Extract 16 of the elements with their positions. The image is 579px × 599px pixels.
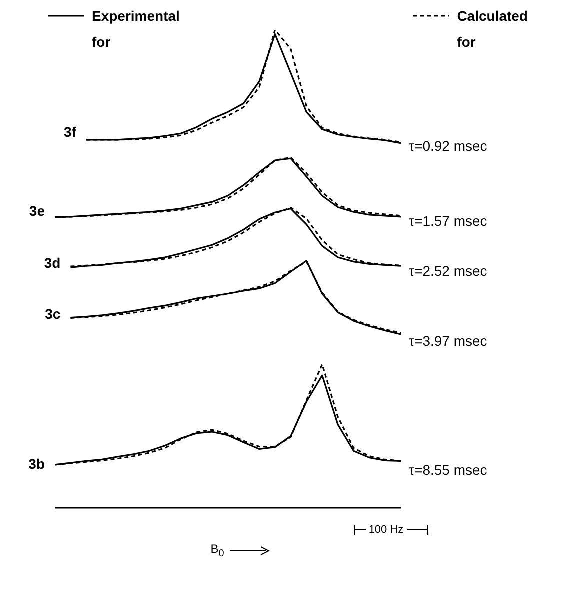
text: 3b <box>28 456 45 472</box>
x-axis-title: B$_{0}$ <box>210 542 224 560</box>
text: 100 Hz <box>368 524 405 536</box>
text: τ=8.55 msec <box>409 462 488 478</box>
text: τ=1.57 msec <box>409 212 488 229</box>
legend-label: Calculated <box>457 8 528 24</box>
text: τ=0.92 msec <box>409 138 488 154</box>
text: τ=3.97 msec <box>409 332 488 349</box>
annotation: 3d <box>43 254 61 271</box>
annotation: 3c <box>44 306 61 322</box>
text: for <box>457 34 477 50</box>
annotation: for <box>92 34 112 50</box>
text: 3e <box>28 203 45 220</box>
annotation: 3f <box>63 124 76 140</box>
legend-label: Experimental <box>92 8 180 24</box>
text: τ=2.52 msec <box>409 263 488 280</box>
